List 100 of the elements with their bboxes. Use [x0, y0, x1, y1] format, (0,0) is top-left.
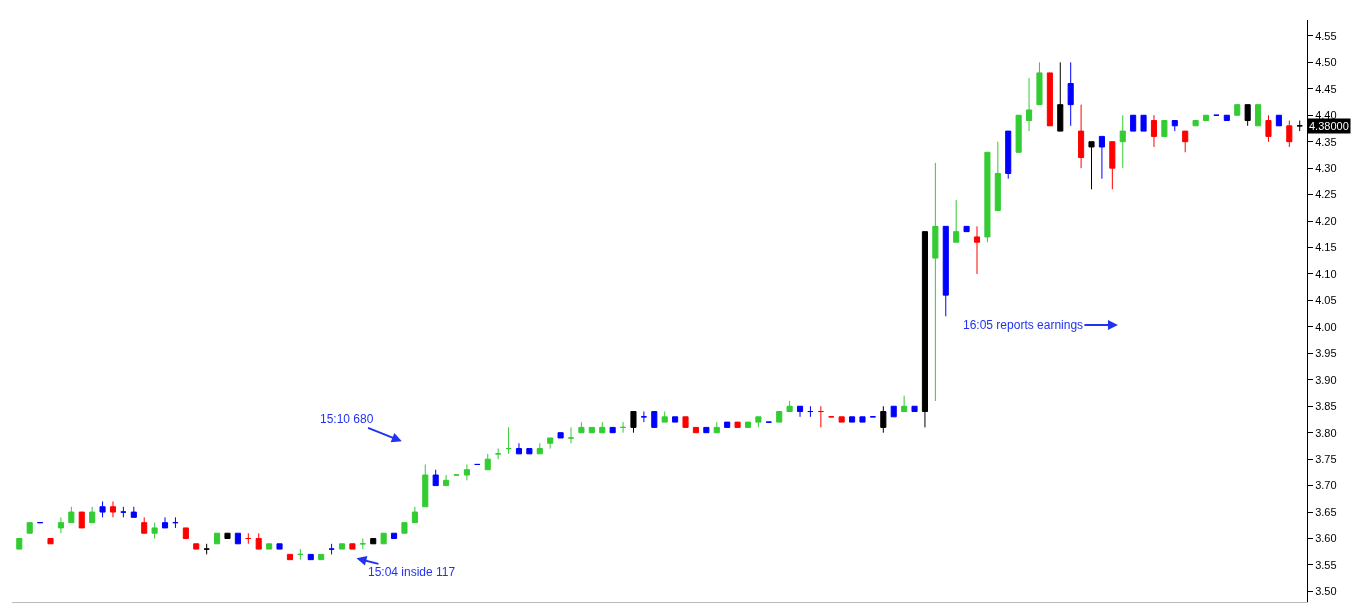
candlestick [713, 421, 720, 434]
candlestick [1098, 135, 1105, 180]
annotation: 16:05 reports earnings [963, 318, 1084, 332]
candlestick [99, 500, 106, 518]
y-tick-label: 3.65 [1315, 505, 1337, 518]
candlestick [411, 506, 418, 524]
candlestick [1171, 120, 1178, 132]
candlestick [911, 405, 918, 413]
candlestick [307, 553, 314, 561]
candlestick [338, 543, 346, 550]
candlestick [515, 442, 523, 455]
candlestick [661, 411, 668, 423]
candlestick [161, 516, 169, 529]
candlestick [1109, 141, 1116, 190]
candlestick [1265, 114, 1272, 143]
candlestick [1057, 61, 1064, 132]
candlestick [932, 162, 939, 402]
y-tick-label: 3.85 [1315, 400, 1337, 413]
candlestick [370, 538, 377, 545]
candlestick [1088, 141, 1095, 190]
y-tick-label: 4.25 [1315, 188, 1337, 201]
candlestick [1130, 114, 1137, 132]
candlestick [401, 522, 408, 534]
candlestick [1078, 104, 1085, 169]
candlestick [776, 411, 783, 423]
candlestick [1067, 61, 1074, 127]
candlestick [588, 426, 595, 434]
candlestick [734, 421, 741, 428]
candlestick [391, 532, 398, 540]
y-tick-label: 4.30 [1315, 162, 1337, 174]
candlestick [640, 411, 647, 423]
candlestick [672, 416, 679, 423]
candlestick [630, 411, 637, 434]
annotation: 4.38000 [1309, 120, 1349, 132]
candlestick [78, 511, 85, 529]
candlestick [609, 426, 616, 434]
y-tick-label: 3.90 [1315, 373, 1337, 386]
candlestick [349, 543, 356, 550]
candlestick [880, 405, 887, 434]
candlestick [224, 532, 231, 540]
y-tick-label: 3.60 [1315, 532, 1337, 545]
y-tick-label: 4.20 [1315, 214, 1337, 227]
candlestick [1286, 120, 1293, 148]
candlestick [807, 405, 814, 418]
candlestick [141, 516, 148, 534]
candlestick [1015, 114, 1022, 153]
candlestick [328, 543, 335, 555]
candlestick [255, 532, 262, 550]
candlestick [1223, 114, 1230, 122]
candlestick [422, 463, 429, 508]
candlestick [203, 543, 210, 555]
candlestick [505, 426, 512, 455]
candlestick [16, 538, 23, 550]
candlestick [859, 416, 866, 423]
candlestick [599, 421, 606, 434]
candlestick [994, 141, 1001, 211]
candlestick [1119, 114, 1126, 169]
candlestick [297, 548, 304, 561]
candlestick [463, 463, 470, 481]
candlestick [68, 506, 75, 524]
candlestick [651, 411, 658, 428]
candlestick [890, 405, 897, 418]
y-tick-label: 3.80 [1315, 426, 1337, 439]
candlestick [47, 538, 54, 545]
y-tick-label: 4.15 [1315, 241, 1337, 254]
candlestick [1234, 104, 1241, 116]
candlestick [578, 421, 585, 434]
candlestick [432, 469, 439, 487]
candlestick [786, 400, 793, 413]
y-tick-label: 4.40 [1315, 109, 1337, 122]
candlestick [318, 553, 325, 561]
candlestick [276, 543, 283, 550]
candlestick [380, 532, 387, 545]
candlestick [234, 532, 241, 545]
candlestick [536, 442, 543, 455]
candlestick [1161, 120, 1168, 137]
candlestick [286, 553, 293, 561]
y-tick-label: 4.50 [1315, 56, 1337, 69]
candlestick [1046, 72, 1053, 127]
candlestick [849, 416, 856, 423]
candlestick [526, 448, 533, 455]
candlestick [266, 543, 273, 550]
candlestick [682, 416, 689, 428]
candlestick [57, 516, 64, 534]
candlestick [193, 543, 200, 550]
candlestick [1244, 104, 1251, 127]
y-tick-label: 3.75 [1315, 453, 1337, 465]
candlestick [1192, 120, 1199, 127]
candlestick [703, 426, 710, 434]
candlestick [963, 225, 970, 233]
candlestick [724, 421, 731, 428]
candlestick [953, 199, 960, 243]
candlestick [973, 225, 981, 275]
candlestick [26, 522, 33, 534]
candlestick [1255, 104, 1262, 127]
y-tick-label: 4.10 [1315, 267, 1337, 280]
candlestick [484, 453, 491, 471]
candlestick [557, 432, 564, 439]
candlestick [151, 522, 158, 540]
y-tick-label: 3.70 [1315, 479, 1337, 492]
